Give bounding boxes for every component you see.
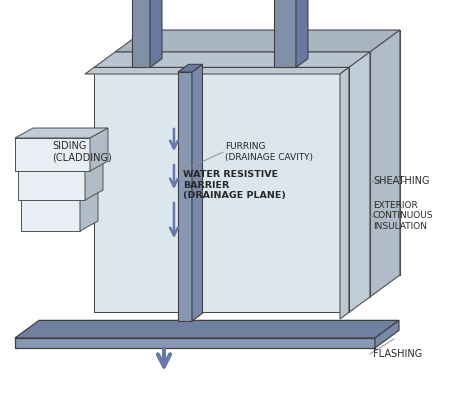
Polygon shape xyxy=(340,67,349,319)
Text: EXTERIOR
CONTINUOUS
INSULATION: EXTERIOR CONTINUOUS INSULATION xyxy=(373,201,433,231)
Text: SIDING
(CLADDING): SIDING (CLADDING) xyxy=(52,141,112,163)
Polygon shape xyxy=(94,52,370,67)
Polygon shape xyxy=(15,138,90,171)
Polygon shape xyxy=(21,186,98,196)
Text: SHEATHING: SHEATHING xyxy=(373,176,429,186)
Polygon shape xyxy=(178,72,192,321)
Polygon shape xyxy=(80,186,98,231)
Polygon shape xyxy=(375,320,399,348)
Polygon shape xyxy=(192,64,202,321)
Polygon shape xyxy=(370,30,400,297)
Polygon shape xyxy=(90,128,108,171)
Polygon shape xyxy=(15,338,375,348)
Polygon shape xyxy=(349,52,370,312)
Polygon shape xyxy=(85,67,349,74)
Polygon shape xyxy=(18,164,85,200)
Polygon shape xyxy=(15,128,108,138)
Polygon shape xyxy=(150,0,162,67)
Polygon shape xyxy=(115,52,370,297)
Polygon shape xyxy=(94,67,349,312)
Text: FURRING
(DRAINAGE CAVITY): FURRING (DRAINAGE CAVITY) xyxy=(225,143,313,162)
Polygon shape xyxy=(132,0,150,67)
Polygon shape xyxy=(115,30,400,52)
Polygon shape xyxy=(274,0,296,67)
Polygon shape xyxy=(296,0,308,67)
Polygon shape xyxy=(178,64,202,72)
Polygon shape xyxy=(21,196,80,231)
Polygon shape xyxy=(18,154,103,164)
Polygon shape xyxy=(145,30,400,275)
Polygon shape xyxy=(85,154,103,200)
Text: FLASHING: FLASHING xyxy=(373,349,422,359)
Polygon shape xyxy=(15,320,399,338)
Text: WATER RESISTIVE
BARRIER
(DRAINAGE PLANE): WATER RESISTIVE BARRIER (DRAINAGE PLANE) xyxy=(183,170,286,200)
